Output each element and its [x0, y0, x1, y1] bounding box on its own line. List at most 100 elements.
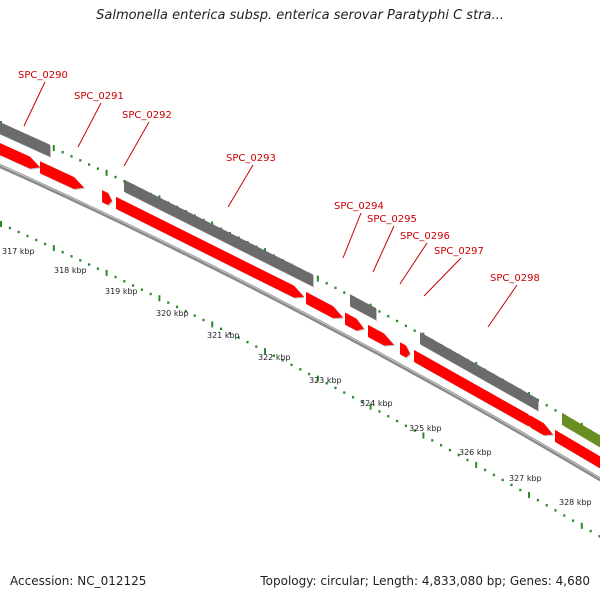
major-tick — [475, 461, 478, 468]
gene-label[interactable]: SPC_0294 — [334, 201, 384, 212]
forward-gene-1[interactable] — [40, 161, 84, 189]
minor-tick — [96, 167, 99, 170]
gene-leader-line — [123, 121, 150, 167]
major-tick — [316, 275, 319, 282]
minor-tick — [26, 234, 29, 238]
gene-leader-line — [23, 81, 46, 127]
other-gene-1[interactable] — [124, 179, 313, 287]
forward-gene-10[interactable] — [555, 429, 600, 469]
minor-tick — [360, 400, 363, 404]
minor-tick — [114, 275, 117, 279]
gene-label[interactable]: SPC_0290 — [18, 70, 68, 81]
other-gene-3[interactable] — [420, 332, 538, 411]
rna-gene[interactable] — [562, 412, 600, 453]
accession-text: Accession: NC_012125 — [10, 574, 147, 588]
label-layer: SPC_0290 SPC_0291 SPC_0292 SPC_0293 SPC_0294… — [2, 70, 592, 507]
minor-tick — [431, 439, 434, 442]
minor-tick — [396, 419, 399, 423]
major-tick — [211, 321, 214, 328]
minor-tick — [237, 336, 240, 339]
minor-tick — [510, 483, 513, 487]
minor-tick — [176, 305, 179, 309]
minor-tick — [457, 453, 460, 457]
major-tick — [580, 522, 583, 529]
forward-gene-0[interactable] — [0, 139, 40, 169]
minor-tick — [88, 163, 91, 166]
minor-tick — [554, 409, 557, 412]
forward-gene-3[interactable] — [116, 196, 304, 298]
minor-tick — [114, 175, 117, 179]
minor-tick — [290, 363, 293, 366]
kbp-tick-label: 325 kbp — [409, 424, 442, 433]
other-gene-2[interactable] — [350, 294, 376, 321]
minor-tick — [202, 318, 205, 322]
kbp-tick-label: 317 kbp — [2, 247, 35, 256]
gene-label[interactable]: SPC_0297 — [434, 246, 484, 257]
gene-label[interactable]: SPC_0296 — [400, 231, 450, 242]
forward-gene-2[interactable] — [102, 190, 112, 205]
gene-label[interactable]: SPC_0298 — [490, 273, 540, 284]
major-tick — [0, 221, 2, 227]
minor-tick — [396, 319, 399, 323]
kbp-tick-label: 322 kbp — [258, 353, 291, 362]
gene-leader-line — [227, 164, 254, 208]
minor-tick — [466, 458, 469, 462]
backbone-layer — [0, 163, 600, 482]
minor-tick — [404, 324, 407, 328]
forward-gene-6[interactable] — [368, 324, 394, 346]
genome-summary-text: Topology: circular; Length: 4,833,080 bp… — [260, 574, 590, 588]
major-tick — [316, 375, 319, 382]
minor-tick — [563, 514, 566, 517]
major-tick — [105, 269, 108, 276]
minor-tick — [387, 315, 390, 318]
gene-label[interactable]: SPC_0291 — [74, 91, 124, 102]
minor-tick — [343, 391, 346, 394]
forward-gene-7[interactable] — [400, 342, 410, 358]
minor-tick — [184, 310, 187, 313]
gene-leader-line — [423, 257, 462, 297]
kbp-tick-label: 323 kbp — [309, 376, 342, 385]
major-tick — [369, 403, 372, 410]
kbp-tick-label: 328 kbp — [559, 498, 592, 507]
minor-tick — [598, 535, 600, 538]
minor-tick — [334, 386, 337, 390]
minor-tick — [404, 424, 407, 428]
inner-tick-track — [0, 221, 600, 538]
minor-tick — [545, 404, 548, 407]
minor-tick — [413, 429, 416, 432]
major-tick — [52, 145, 55, 152]
forward-gene-4[interactable] — [306, 291, 343, 319]
major-tick — [422, 432, 425, 439]
minor-tick — [35, 238, 38, 242]
kbp-tick-label: 318 kbp — [54, 266, 87, 275]
minor-tick — [492, 473, 495, 477]
minor-tick — [554, 509, 557, 512]
minor-tick — [246, 340, 249, 344]
minor-tick — [140, 288, 143, 291]
gene-label[interactable]: SPC_0292 — [122, 110, 172, 121]
minor-tick — [255, 345, 258, 348]
major-tick — [158, 295, 161, 302]
minor-tick — [299, 368, 302, 371]
gene-label[interactable]: SPC_0293 — [226, 153, 276, 164]
other-gene-0[interactable] — [0, 118, 50, 157]
minor-tick — [79, 259, 82, 262]
minor-tick — [572, 519, 575, 522]
minor-tick — [413, 329, 416, 332]
forward-gene-5[interactable] — [345, 312, 364, 331]
kbp-tick-label: 324 kbp — [360, 399, 393, 408]
minor-tick — [589, 529, 592, 533]
forward-gene-8[interactable] — [414, 349, 538, 427]
minor-tick — [308, 372, 311, 376]
minor-tick — [378, 410, 381, 413]
kbp-tick-label: 320 kbp — [156, 309, 189, 318]
minor-tick — [272, 354, 275, 357]
major-tick — [264, 348, 266, 355]
gene-label[interactable]: SPC_0295 — [367, 214, 417, 225]
forward-gene-9[interactable] — [530, 415, 553, 436]
minor-tick — [545, 504, 548, 507]
minor-tick — [79, 159, 82, 162]
leader-layer — [23, 81, 518, 328]
minor-tick — [352, 396, 355, 399]
